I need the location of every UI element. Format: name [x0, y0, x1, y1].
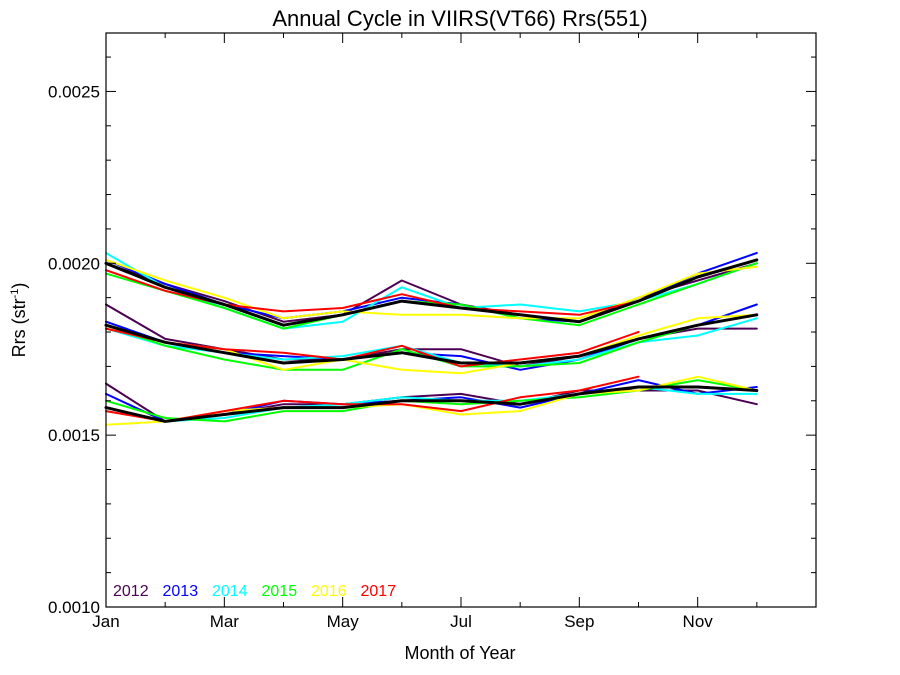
data-lines — [104, 252, 759, 426]
legend: 2012 2013 2014 2015 2016 2017 — [113, 583, 396, 600]
x-tick-label: Jul — [450, 612, 472, 631]
series-line-2016-group-1 — [105, 258, 758, 320]
y-tick-label: 0.0025 — [48, 82, 100, 101]
y-tick-label: 0.0010 — [48, 598, 100, 617]
legend-entry-2016: 2016 — [311, 583, 347, 600]
legend-entry-2014: 2014 — [212, 583, 248, 600]
series-line-2015-group-1 — [105, 262, 758, 330]
legend-entry-2017: 2017 — [361, 583, 397, 600]
legend-entry-2012: 2012 — [113, 583, 149, 600]
legend-entry-2015: 2015 — [262, 583, 298, 600]
x-tick-label: Mar — [210, 612, 240, 631]
legend-entry-2013: 2013 — [163, 583, 199, 600]
series-line-2012-group-1 — [105, 262, 758, 323]
y-axis-label-close: ) — [9, 283, 29, 289]
x-tick-label: May — [327, 612, 360, 631]
series-line-2017-group-1 — [105, 269, 640, 316]
series-line-2013-group-1 — [105, 252, 758, 323]
mean-line-group-3 — [104, 385, 759, 423]
mean-line-group-2 — [104, 313, 759, 365]
series-line-2015-group-2 — [105, 313, 758, 371]
y-axis-label: Rrs (str-1) — [9, 283, 29, 358]
plot-frame — [105, 32, 817, 608]
series-line-2016-group-2 — [105, 313, 758, 375]
mean-line-group-1 — [104, 258, 759, 327]
x-tick-label: Sep — [564, 612, 594, 631]
x-tick-label: Nov — [683, 612, 714, 631]
series-line-2017-group-2 — [105, 327, 640, 368]
x-tick-labels: Jan Mar May Jul Sep Nov — [92, 612, 713, 631]
chart-title: Annual Cycle in VIIRS(VT66) Rrs(551) — [272, 6, 647, 31]
y-tick-label: 0.0020 — [48, 254, 100, 273]
y-tick-label: 0.0015 — [48, 426, 100, 445]
x-tick-label: Jan — [92, 612, 119, 631]
y-axis-label-sup: -1 — [9, 289, 21, 299]
y-tick-labels: 0.0010 0.0015 0.0020 0.0025 — [48, 82, 100, 617]
y-axis-label-base: Rrs (str — [9, 298, 29, 357]
x-axis-label: Month of Year — [404, 643, 515, 663]
axis-ticks — [105, 33, 817, 608]
